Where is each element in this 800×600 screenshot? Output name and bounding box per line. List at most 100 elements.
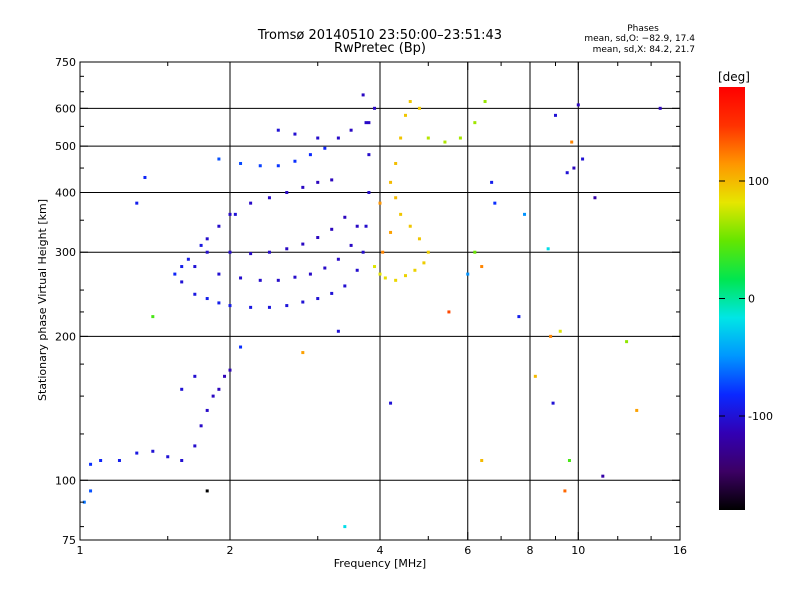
data-point — [343, 215, 347, 219]
data-point — [239, 276, 243, 280]
data-point — [205, 489, 209, 493]
data-point — [117, 458, 121, 462]
data-point — [403, 113, 407, 117]
data-point — [258, 278, 262, 282]
data-point — [330, 178, 334, 182]
data-point — [408, 224, 412, 228]
data-point — [490, 180, 494, 184]
data-point — [601, 474, 605, 478]
data-point — [443, 140, 447, 144]
data-point — [533, 374, 537, 378]
data-point — [249, 252, 253, 256]
data-point — [267, 250, 271, 254]
x-tick-label: 10 — [571, 544, 585, 557]
y-tick-label: 200 — [55, 330, 76, 343]
data-point — [180, 387, 184, 391]
data-point — [343, 525, 347, 529]
data-point — [364, 121, 368, 125]
data-point — [399, 136, 403, 140]
data-point — [517, 315, 521, 319]
data-point — [563, 489, 567, 493]
data-point — [417, 237, 421, 241]
data-point — [89, 489, 93, 493]
data-point — [635, 408, 639, 412]
data-point — [480, 265, 484, 269]
data-point — [143, 175, 147, 179]
data-point — [228, 212, 232, 216]
data-point — [367, 153, 371, 157]
data-point — [301, 242, 305, 246]
data-point — [233, 212, 237, 216]
data-point — [549, 334, 553, 338]
x-tick-label: 16 — [673, 544, 687, 557]
data-point — [422, 261, 426, 265]
x-tick-label: 4 — [377, 544, 384, 557]
data-point — [426, 250, 430, 254]
data-point — [180, 280, 184, 284]
data-point — [239, 345, 243, 349]
data-point — [408, 100, 412, 104]
data-point — [403, 274, 407, 278]
data-point — [217, 387, 221, 391]
data-point — [413, 268, 417, 272]
data-point — [223, 374, 227, 378]
data-point — [361, 93, 365, 97]
data-point — [330, 227, 334, 231]
axes-layer: 1 2 4 6 8 10 16 75 100 200 300 400 500 600 750 — [55, 56, 687, 557]
data-point — [267, 305, 271, 309]
x-axis-label: Frequency [MHz] — [334, 557, 426, 570]
data-point — [523, 212, 527, 216]
data-point — [205, 408, 209, 412]
data-point — [593, 196, 597, 200]
data-point — [323, 266, 327, 270]
data-point — [389, 401, 393, 405]
data-point — [458, 136, 462, 140]
data-point — [293, 159, 297, 163]
data-point — [276, 278, 280, 282]
y-axis-label: Stationary phase Virtual Height [km] — [36, 199, 49, 401]
data-point — [493, 201, 497, 205]
data-point — [258, 164, 262, 168]
data-point — [217, 224, 221, 228]
data-point — [399, 212, 403, 216]
phase-stats-heading: Phases — [627, 24, 659, 34]
data-point — [570, 140, 574, 144]
data-point — [367, 190, 371, 194]
data-point — [378, 272, 382, 276]
data-point — [389, 180, 393, 184]
data-point — [336, 257, 340, 261]
data-point — [135, 451, 139, 455]
data-point — [480, 458, 484, 462]
y-tick-label: 100 — [55, 474, 76, 487]
data-point — [293, 132, 297, 136]
data-point — [228, 250, 232, 254]
data-point — [546, 247, 550, 251]
data-point — [308, 272, 312, 276]
y-tick-label: 75 — [62, 534, 76, 547]
data-point — [336, 329, 340, 333]
data-point — [381, 250, 385, 254]
x-tick-label: 2 — [227, 544, 234, 557]
data-point — [316, 236, 320, 240]
phase-stats-o: mean, sd,O: −82.9, 17.4 — [584, 34, 695, 44]
data-point — [205, 297, 209, 301]
data-point — [166, 455, 170, 459]
data-point — [276, 164, 280, 168]
data-point — [276, 128, 280, 132]
data-point — [301, 185, 305, 189]
y-tick-label: 300 — [55, 246, 76, 259]
data-point — [394, 278, 398, 282]
data-point — [355, 224, 359, 228]
data-point — [572, 166, 576, 170]
chart-subtitle: RwPretec (Bp) — [334, 41, 426, 56]
data-point — [193, 444, 197, 448]
data-point — [323, 146, 327, 150]
data-points — [82, 93, 662, 529]
data-point — [367, 121, 371, 125]
data-point — [249, 201, 253, 205]
data-point — [285, 190, 289, 194]
data-point — [180, 265, 184, 269]
data-point — [417, 106, 421, 110]
y-tick-label: 600 — [55, 102, 76, 115]
